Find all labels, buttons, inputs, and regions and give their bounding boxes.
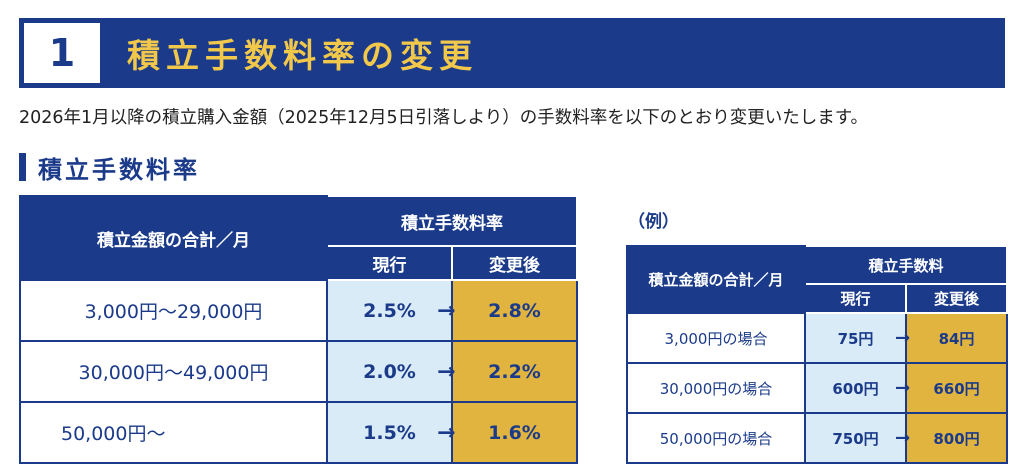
new-rate-cell: → 1.6% <box>437 401 578 464</box>
example-new-fee-value: 660円 <box>933 379 980 398</box>
amount-cell: 30,000円〜49,000円 <box>19 340 328 403</box>
arrow-icon: → <box>895 377 911 399</box>
table-row: 50,000円の場合 750円 → 800円 <box>626 412 1009 464</box>
new-rate-cell: → 2.2% <box>437 340 578 403</box>
example-new-fee-value: 84円 <box>938 329 975 348</box>
col-header-new: 変更後 <box>451 245 578 281</box>
subsection-heading: 積立手数料率 <box>19 150 200 184</box>
subsection-title: 積立手数料率 <box>38 155 200 184</box>
example-amount-cell: 50,000円の場合 <box>626 412 806 464</box>
col-header-amount: 積立金額の合計／月 <box>19 195 328 281</box>
new-rate-value: 2.2% <box>488 360 541 383</box>
example-amount-cell: 30,000円の場合 <box>626 362 806 414</box>
rates-table: 積立金額の合計／月 積立手数料率 現行 変更後 3,000円〜29,000円 2… <box>19 195 578 464</box>
new-rate-value: 2.8% <box>488 299 541 322</box>
example-current-fee-cell: 750円 <box>804 412 907 464</box>
example-new-fee-cell: → 84円 <box>895 312 1009 364</box>
table-row: 3,000円〜29,000円 2.5% → 2.8% <box>19 279 578 342</box>
table-row: 50,000円〜 1.5% → 1.6% <box>19 401 578 464</box>
heading-bar <box>19 153 26 181</box>
current-rate-cell: 1.5% <box>326 401 453 464</box>
example-col-header-current: 現行 <box>804 283 907 314</box>
example-label: （例） <box>628 212 679 232</box>
col-header-current: 現行 <box>326 245 453 281</box>
table-row: 3,000円の場合 75円 → 84円 <box>626 312 1009 364</box>
arrow-icon: → <box>895 327 911 349</box>
example-current-fee-cell: 600円 <box>804 362 907 414</box>
example-new-fee-cell: → 800円 <box>895 412 1009 464</box>
example-new-fee-value: 800円 <box>933 429 980 448</box>
amount-cell: 50,000円〜 <box>19 401 328 464</box>
example-col-header-amount: 積立金額の合計／月 <box>626 245 806 314</box>
arrow-icon: → <box>437 359 456 384</box>
current-rate-cell: 2.0% <box>326 340 453 403</box>
arrow-icon: → <box>437 298 456 323</box>
arrow-icon: → <box>437 420 456 445</box>
example-amount-cell: 3,000円の場合 <box>626 312 806 364</box>
new-rate-value: 1.6% <box>488 421 541 444</box>
new-rate-cell: → 2.8% <box>437 279 578 342</box>
example-col-header-new: 変更後 <box>904 283 1009 314</box>
arrow-icon: → <box>895 427 911 449</box>
example-new-fee-cell: → 660円 <box>895 362 1009 414</box>
example-col-header-group: 積立手数料 <box>803 245 1009 285</box>
section-banner: 1 積立手数料率の変更 <box>19 18 1005 88</box>
example-current-fee-cell: 75円 <box>804 312 907 364</box>
section-number: 1 <box>24 23 100 83</box>
example-table: 積立金額の合計／月 積立手数料 現行 変更後 3,000円の場合 75円 → 8… <box>626 245 1009 464</box>
current-rate-cell: 2.5% <box>326 279 453 342</box>
banner-title: 積立手数料率の変更 <box>127 36 478 75</box>
lead-text: 2026年1月以降の積立購入金額（2025年12月5日引落しより）の手数料率を以… <box>19 108 869 128</box>
col-header-group: 積立手数料率 <box>326 195 578 247</box>
amount-cell: 3,000円〜29,000円 <box>19 279 328 342</box>
table-row: 30,000円〜49,000円 2.0% → 2.2% <box>19 340 578 403</box>
table-row: 30,000円の場合 600円 → 660円 <box>626 362 1009 414</box>
